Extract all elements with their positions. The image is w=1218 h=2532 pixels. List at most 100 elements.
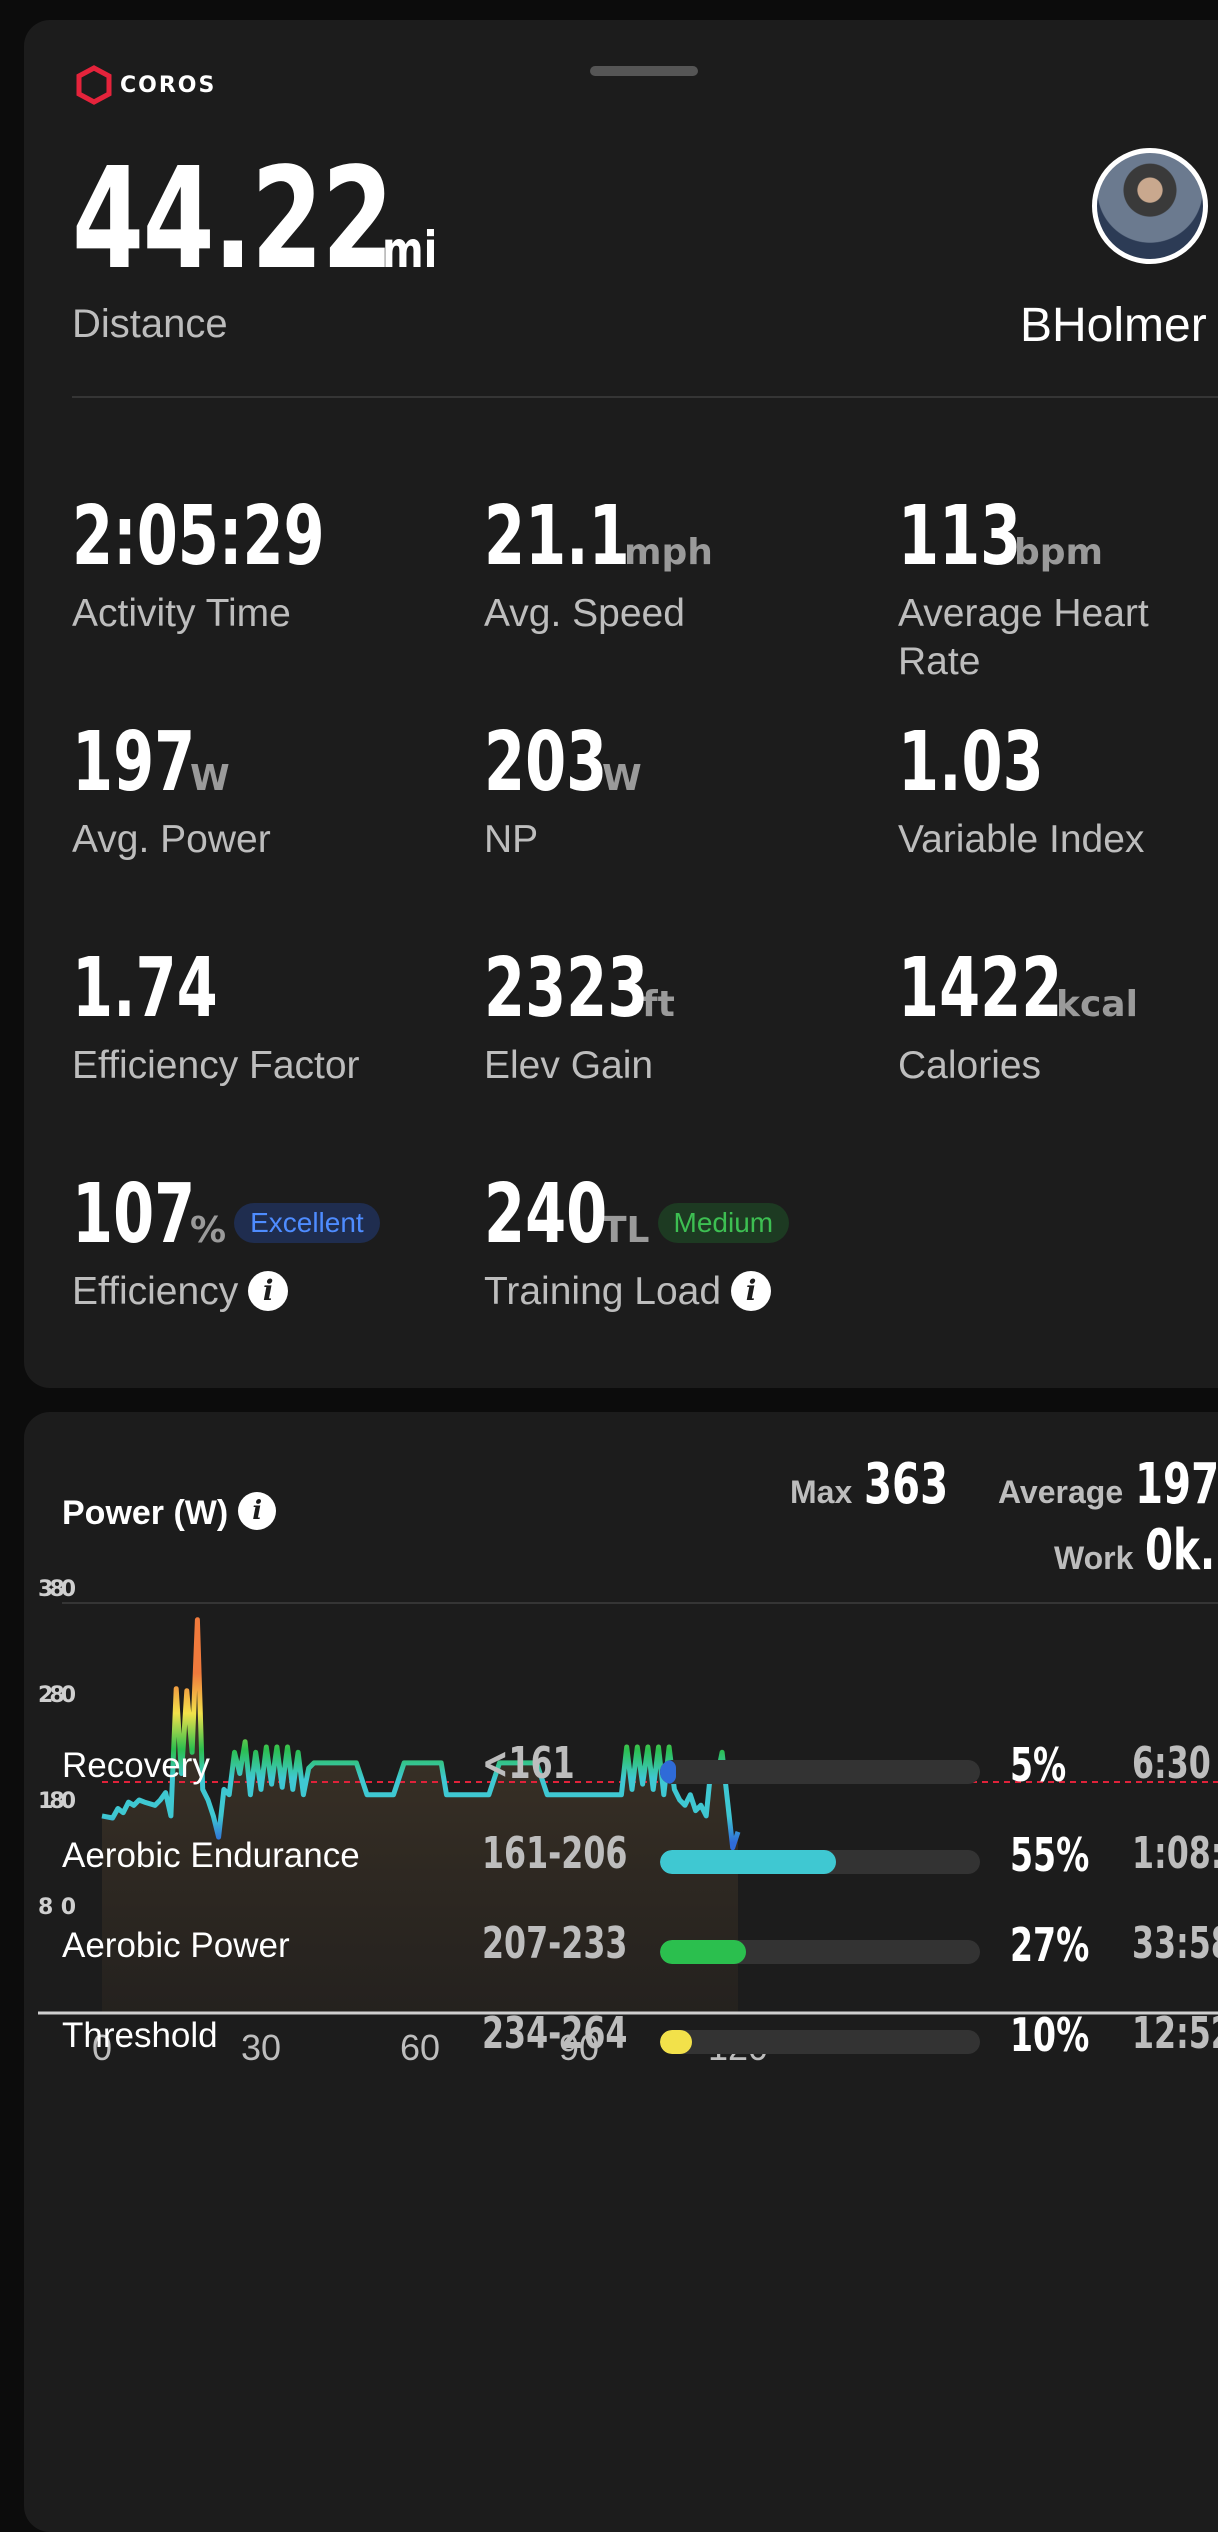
- y-tick-label: 180: [38, 1789, 76, 1814]
- stat-label: Efficiency Factor: [72, 1044, 360, 1087]
- max-value: 363: [864, 1452, 949, 1517]
- drag-handle[interactable]: [590, 66, 698, 76]
- info-icon[interactable]: i: [238, 1491, 277, 1530]
- zone-row: Aerobic Power 207-233 27% 33:58: [62, 1918, 1218, 1978]
- avatar[interactable]: [1092, 148, 1208, 264]
- stat-calories: 1422 kcal Calories: [898, 948, 1198, 1090]
- zone-progress-fill: [660, 2030, 692, 2054]
- zone-percent: 10%: [1010, 2008, 1090, 2062]
- training-load-badge: Medium: [657, 1203, 790, 1243]
- x-tick-label: 60: [400, 2027, 440, 2068]
- stat-efficiency-factor: 1.74 Efficiency Factor: [72, 948, 452, 1090]
- zone-progress-bar: [660, 1940, 980, 1964]
- divider: [72, 396, 1218, 398]
- username[interactable]: BHolmer: [1020, 299, 1207, 352]
- stat-unit: ft: [642, 984, 675, 1025]
- x-tick-label: 0: [92, 2027, 112, 2068]
- distance-label: Distance: [72, 302, 228, 346]
- stat-variable-index: 1.03 Variable Index: [898, 722, 1198, 864]
- zone-row: Recovery <161 5% 6:30: [62, 1738, 1218, 1798]
- zone-range: 234-264: [482, 2008, 628, 2059]
- stat-label: Calories: [898, 1044, 1042, 1087]
- activity-summary-card: COROS 44.22 mi Distance BHolmer 2:05:29 …: [24, 20, 1218, 1388]
- power-average: Average 197: [998, 1452, 1218, 1517]
- zone-progress-fill: [660, 1760, 676, 1784]
- stat-label: Avg. Speed: [484, 592, 685, 635]
- power-max: Max 363: [790, 1452, 981, 1517]
- power-line: [101, 1617, 741, 1851]
- stat-activity-time: 2:05:29 Activity Time: [72, 496, 452, 638]
- power-title: Power (W) i: [62, 1491, 277, 1533]
- zone-time: 12:52: [1132, 2008, 1218, 2059]
- work-label: Work: [1054, 1540, 1134, 1576]
- work-value: 0k.: [1145, 1518, 1216, 1583]
- zone-progress-fill: [660, 1940, 747, 1964]
- zone-percent: 5%: [1010, 1738, 1067, 1792]
- stat-unit: W: [190, 758, 230, 799]
- stat-unit: W: [602, 758, 642, 799]
- stat-label: Efficiency: [72, 1270, 239, 1313]
- stat-value: 21.1: [484, 489, 630, 584]
- zone-range: <161: [482, 1738, 575, 1789]
- average-label: Average: [998, 1474, 1124, 1510]
- stat-label: Training Load: [484, 1270, 722, 1313]
- stat-value: 1.03: [898, 715, 1044, 810]
- zone-name: Threshold: [62, 2016, 218, 2055]
- max-label: Max: [790, 1474, 853, 1510]
- stat-avg-power: 197 W Avg. Power: [72, 722, 452, 864]
- average-value: 197: [1135, 1452, 1218, 1517]
- stat-avg-speed: 21.1 mph Avg. Speed: [484, 496, 864, 638]
- zone-name: Aerobic Power: [62, 1926, 290, 1965]
- power-title-text: Power (W): [62, 1494, 229, 1532]
- zone-progress-bar: [660, 1850, 980, 1874]
- stat-unit: TL: [602, 1210, 650, 1251]
- zone-range: 161-206: [482, 1828, 628, 1879]
- power-work: Work 0k.: [1054, 1518, 1218, 1583]
- info-icon[interactable]: i: [731, 1270, 772, 1311]
- distance-value-group: 44.22 mi: [72, 150, 451, 290]
- zone-row: Aerobic Endurance 161-206 55% 1:08:57: [62, 1828, 1218, 1888]
- brand-logo: COROS: [74, 65, 216, 105]
- x-tick-label: 30: [241, 2027, 281, 2068]
- info-icon[interactable]: i: [248, 1270, 289, 1311]
- stat-value: 203: [484, 715, 608, 810]
- zone-row: Threshold 234-264 10% 12:52: [62, 2008, 1218, 2068]
- stat-label: Variable Index: [898, 818, 1145, 861]
- stat-value: 1422: [898, 941, 1063, 1036]
- stat-label: NP: [484, 818, 539, 861]
- zone-time: 33:58: [1132, 1918, 1218, 1969]
- zone-progress-bar: [660, 1760, 980, 1784]
- zone-range: 207-233: [482, 1918, 628, 1969]
- stat-average-heart-rate: 113 bpm Average Heart Rate: [898, 496, 1198, 686]
- stat-unit: bpm: [1014, 532, 1104, 573]
- x-tick-label: 90: [559, 2027, 599, 2068]
- stat-elev-gain: 2323 ft Elev Gain: [484, 948, 864, 1090]
- distance-value: 44.22: [72, 138, 394, 301]
- divider: [62, 1602, 1218, 1604]
- y-tick-label: 280: [38, 1683, 76, 1708]
- coros-logo-icon: [76, 65, 112, 105]
- zone-percent: 27%: [1010, 1918, 1090, 1972]
- y-tick-label: 380: [38, 1577, 76, 1602]
- stat-label: Activity Time: [72, 592, 291, 635]
- brand-name: COROS: [120, 72, 217, 98]
- stat-unit: kcal: [1056, 984, 1138, 1025]
- stat-label: Avg. Power: [72, 818, 271, 861]
- stat-value: 113: [898, 489, 1022, 584]
- stat-value: 240: [484, 1167, 608, 1262]
- zone-name: Aerobic Endurance: [62, 1836, 360, 1875]
- stat-value: 2323: [484, 941, 649, 1036]
- stat-value: 197: [72, 715, 196, 810]
- power-area: [102, 1619, 738, 2013]
- stat-value: 2:05:29: [72, 489, 325, 584]
- zone-time: 1:08:57: [1132, 1828, 1218, 1879]
- stat-unit: %: [190, 1210, 227, 1251]
- zone-progress-bar: [660, 2030, 980, 2054]
- stat-np: 203 W NP: [484, 722, 864, 864]
- stat-unit: mph: [624, 532, 713, 573]
- zone-name: Recovery: [62, 1746, 210, 1785]
- stat-value: 107: [72, 1167, 196, 1262]
- distance-unit: mi: [382, 221, 438, 279]
- efficiency-badge: Excellent: [234, 1203, 380, 1243]
